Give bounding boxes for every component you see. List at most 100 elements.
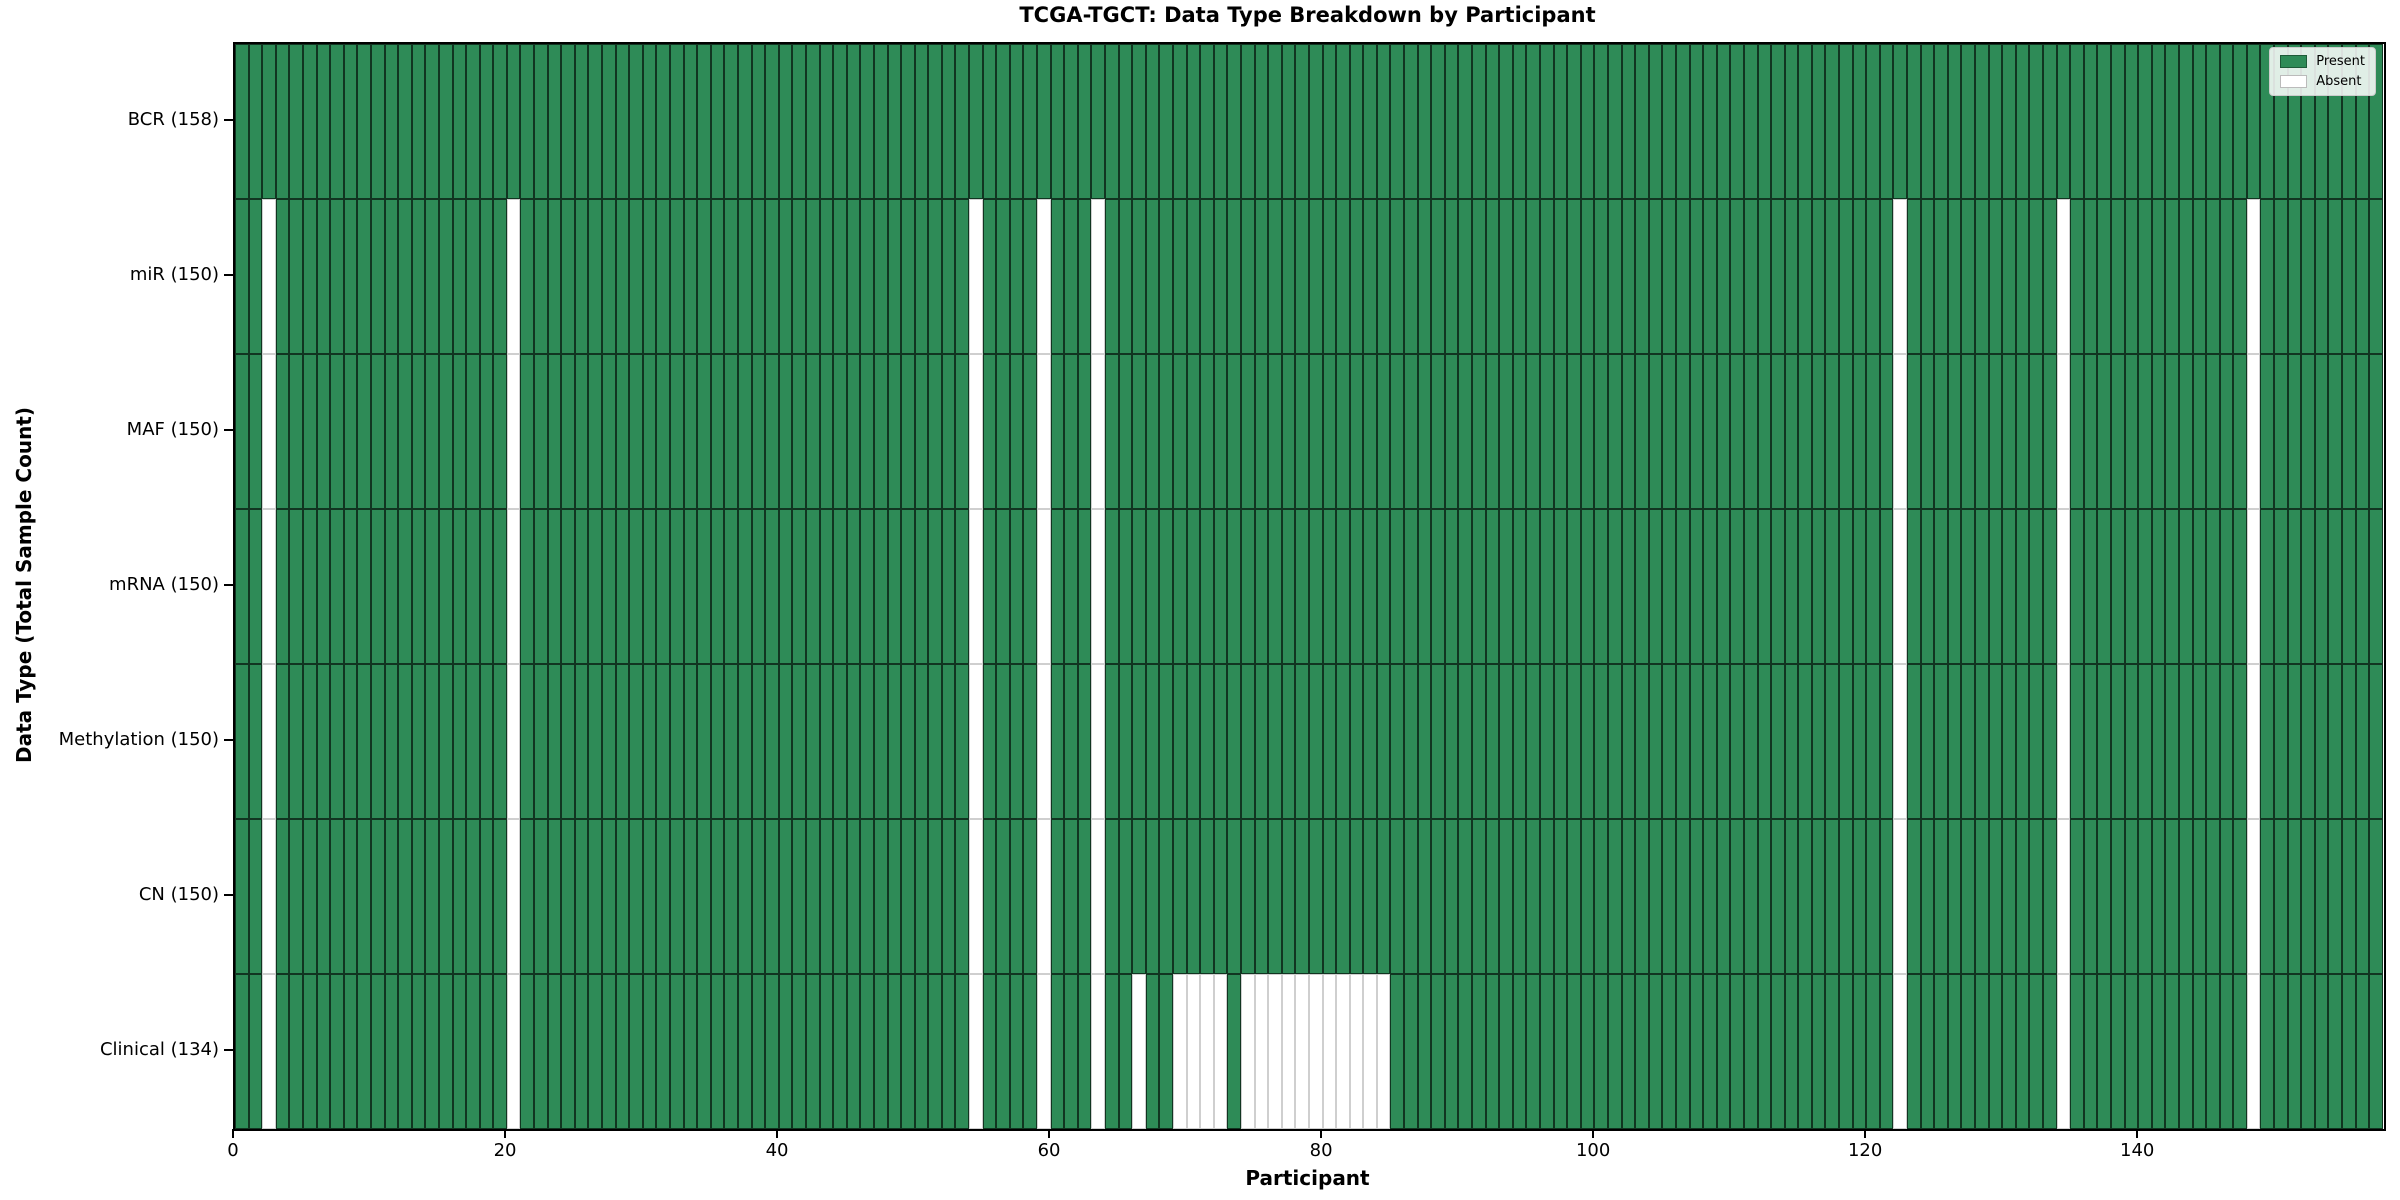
heatmap-cell: [1037, 354, 1051, 509]
heatmap-cell: [2042, 44, 2057, 199]
heatmap-cell: [2287, 974, 2302, 1129]
heatmap-cell: [2110, 509, 2125, 664]
heatmap-cell: [1771, 974, 1785, 1129]
x-tick-mark: [2136, 1129, 2139, 1138]
heatmap-cell: [873, 509, 888, 664]
heatmap-cell: [602, 664, 616, 819]
heatmap-cell: [1390, 664, 1405, 819]
heatmap-cell: [248, 974, 263, 1129]
heatmap-cell: [2287, 664, 2302, 819]
heatmap-cell: [1499, 664, 1513, 819]
heatmap-cell: [1662, 354, 1676, 509]
heatmap-cell: [2097, 819, 2111, 974]
heatmap-cell: [642, 354, 657, 509]
heatmap-cell: [1336, 819, 1350, 974]
heatmap-cell: [1145, 664, 1160, 819]
heatmap-cell: [2342, 819, 2356, 974]
heatmap-cell: [2165, 974, 2179, 1129]
heatmap-cell: [506, 974, 521, 1129]
heatmap-cell: [602, 354, 616, 509]
heatmap-cell: [398, 199, 412, 354]
heatmap-cell: [1798, 354, 1812, 509]
heatmap-cell: [1907, 664, 1921, 819]
heatmap-cell: [751, 974, 766, 1129]
heatmap-cell: [887, 354, 902, 509]
heatmap-cell: [724, 44, 738, 199]
heatmap-cell: [751, 819, 766, 974]
heatmap-cell: [1213, 44, 1228, 199]
heatmap-cell: [2328, 974, 2343, 1129]
heatmap-cell: [1050, 354, 1065, 509]
heatmap-cell: [1363, 44, 1377, 199]
heatmap-cell: [1580, 974, 1595, 1129]
heatmap-cell: [1254, 974, 1269, 1129]
heatmap-cell: [452, 354, 467, 509]
heatmap-cell: [2070, 664, 2084, 819]
heatmap-cell: [737, 974, 752, 1129]
heatmap-cell: [1798, 664, 1812, 819]
heatmap-cell: [1934, 509, 1948, 664]
heatmap-cell: [615, 664, 630, 819]
heatmap-cell: [805, 44, 820, 199]
heatmap-cell: [1743, 199, 1758, 354]
heatmap-cell: [765, 974, 779, 1129]
heatmap-cell: [805, 974, 820, 1129]
heatmap-cell: [2219, 819, 2234, 974]
heatmap-cell: [2233, 44, 2247, 199]
heatmap-cell: [275, 509, 290, 664]
heatmap-cell: [1064, 44, 1078, 199]
heatmap-cell: [2314, 819, 2329, 974]
heatmap-cell: [982, 664, 997, 819]
heatmap-cell: [316, 354, 331, 509]
heatmap-cell: [941, 509, 956, 664]
heatmap-cell: [452, 819, 467, 974]
heatmap-cell: [275, 819, 290, 974]
heatmap-cell: [941, 974, 956, 1129]
heatmap-cell: [1050, 199, 1065, 354]
heatmap-cell: [534, 974, 548, 1129]
heatmap-cell: [1077, 509, 1092, 664]
heatmap-cell: [2042, 509, 2057, 664]
heatmap-cell: [887, 44, 902, 199]
heatmap-cell: [1934, 664, 1948, 819]
heatmap-cell: [1186, 664, 1201, 819]
heatmap-cell: [1893, 509, 1908, 664]
heatmap-cell: [846, 819, 861, 974]
heatmap-cell: [1485, 354, 1500, 509]
heatmap-cell: [1988, 509, 2003, 664]
heatmap-cell: [2369, 664, 2383, 819]
heatmap-cell: [2178, 509, 2193, 664]
heatmap-cell: [1376, 199, 1391, 354]
heatmap-cell: [1526, 664, 1540, 819]
heatmap-cell: [1662, 819, 1676, 974]
heatmap-cell: [2246, 819, 2261, 974]
heatmap-cell: [928, 509, 942, 664]
heatmap-cell: [1730, 199, 1744, 354]
heatmap-cell: [2369, 974, 2383, 1129]
heatmap-cell: [928, 664, 942, 819]
heatmap-cell: [887, 199, 902, 354]
heatmap-cell: [1512, 44, 1527, 199]
heatmap-cell: [914, 974, 929, 1129]
heatmap-cell: [873, 44, 888, 199]
heatmap-cell: [2083, 354, 2098, 509]
heatmap-cell: [710, 819, 725, 974]
heatmap-cell: [928, 44, 942, 199]
heatmap-cell: [1472, 354, 1486, 509]
heatmap-cell: [398, 664, 412, 819]
heatmap-cell: [330, 974, 344, 1129]
heatmap-cell: [1567, 354, 1581, 509]
heatmap-cell: [887, 509, 902, 664]
heatmap-cell: [1145, 44, 1160, 199]
heatmap-cell: [955, 199, 970, 354]
heatmap-cell: [235, 44, 249, 199]
heatmap-cell: [520, 509, 535, 664]
heatmap-cell: [1349, 44, 1364, 199]
heatmap-cell: [2287, 354, 2302, 509]
heatmap-cell: [506, 44, 521, 199]
heatmap-cell: [1444, 199, 1459, 354]
heatmap-cell: [1553, 509, 1568, 664]
heatmap-cell: [860, 974, 874, 1129]
heatmap-cell: [1879, 664, 1894, 819]
heatmap-cell: [1240, 44, 1255, 199]
